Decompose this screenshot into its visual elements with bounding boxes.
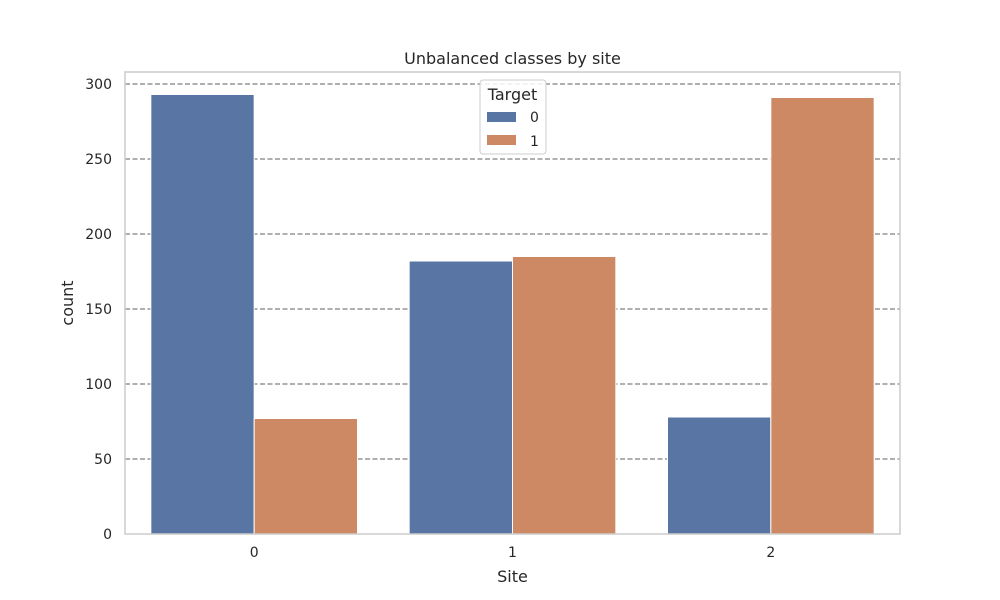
legend-swatch-0	[487, 112, 516, 122]
legend-swatch-1	[487, 135, 516, 145]
bar-site-1-target-0	[408, 260, 513, 535]
bars	[150, 94, 875, 535]
x-tick-label: 1	[508, 545, 517, 561]
bar-site-2-target-1	[770, 97, 875, 535]
y-tick-label: 250	[85, 152, 112, 168]
legend: Target 0 1	[479, 79, 547, 155]
y-tick-label: 100	[85, 377, 112, 393]
x-tick-label: 2	[766, 545, 775, 561]
legend-title: Target	[487, 85, 538, 104]
bar-site-0-target-1	[253, 418, 359, 535]
y-tick-label: 300	[85, 77, 112, 93]
legend-label-1: 1	[530, 134, 539, 150]
y-tick-label: 200	[85, 227, 112, 243]
y-tick-label: 0	[103, 527, 112, 543]
bar-site-1-target-1	[512, 256, 617, 535]
y-axis-ticks: 0 50 100 150 200 250 300	[85, 77, 112, 543]
y-tick-label: 50	[94, 452, 112, 468]
legend-label-0: 0	[530, 110, 539, 126]
y-tick-label: 150	[85, 302, 112, 318]
bar-site-0-target-0	[150, 94, 255, 535]
chart-title: Unbalanced classes by site	[404, 49, 621, 68]
plot-frame	[124, 71, 901, 535]
x-tick-label: 0	[250, 545, 259, 561]
bar-site-2-target-0	[667, 416, 772, 535]
x-axis-ticks: 0 1 2	[250, 545, 776, 561]
x-axis-label: Site	[497, 567, 528, 586]
y-axis-label: count	[58, 280, 77, 325]
